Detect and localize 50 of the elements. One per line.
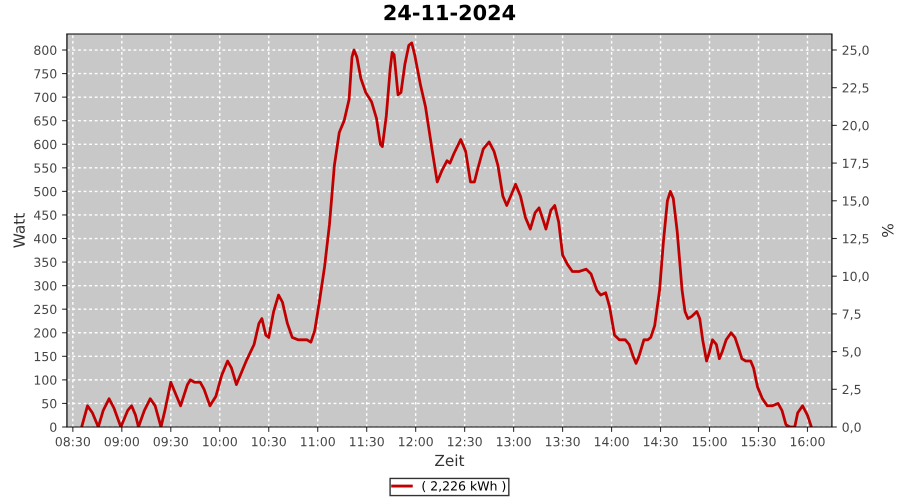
x-tick-label: 13:00 [496,436,531,446]
y-tick-label: 350 [34,258,56,267]
line-series [80,42,813,427]
y2-tick-label: 2,5 [842,384,860,396]
y2-tick-label: 15,0 [843,196,869,207]
y-tick-label: 750 [34,69,56,79]
y-tick-label: 50 [42,398,56,408]
x-tick-label: 16:00 [790,436,825,446]
x-tick-label: 08:30 [56,436,90,446]
y2-axis-title: % [882,224,894,237]
x-tick-label: 11:30 [350,436,384,446]
y2-tick-label: 10,0 [843,272,869,282]
x-tick-label: 12:00 [399,436,433,446]
y-tick-label: 200 [34,328,56,338]
y2-tick-label: 20,0 [842,120,869,132]
y-tick-label: 450 [34,210,56,220]
y2-tick-label: 0,0 [842,422,861,434]
x-tick-label: 09:00 [104,436,139,446]
y-tick-label: 500 [34,186,56,196]
y-tick-label: 100 [34,375,56,385]
y-tick-label: 700 [34,92,56,102]
y2-tick-label: 22,5 [842,83,868,94]
x-tick-label: 14:30 [644,436,678,446]
x-tick-label: 10:30 [252,436,286,446]
y-tick-label: 600 [34,140,56,150]
x-tick-label: 10:00 [203,436,237,446]
y-tick-label: 150 [34,352,56,362]
x-tick-label: 09:30 [154,436,188,446]
x-tick-label: 15:00 [692,436,727,446]
y-tick-label: 550 [34,163,56,173]
y-tick-label: 0 [50,422,56,432]
y2-tick-label: 7,5 [842,310,860,320]
y2-tick-label: 12,5 [843,234,868,245]
y-tick-label: 650 [34,116,56,126]
x-tick-label: 11:00 [301,436,335,446]
y-tick-label: 300 [34,281,56,291]
x-tick-label: 13:30 [546,436,580,446]
y-tick-label: 250 [34,304,56,314]
y2-tick-label: 17,5 [843,158,868,170]
x-axis-title: Zeit [435,454,464,466]
x-tick-label: 15:30 [742,436,776,446]
y-tick-label: 400 [34,234,56,244]
y2-tick-label: 25,0 [842,45,869,56]
x-tick-label: 12:30 [448,436,482,446]
legend-label: ( 2,226 kWh ) [422,480,506,492]
chart-title: 24-11-2024 [384,4,516,20]
y-tick-label: 800 [34,45,56,55]
y2-tick-label: 5,0 [842,347,861,358]
x-tick-label: 14:00 [594,436,629,446]
y-axis-title: Watt [14,213,25,248]
